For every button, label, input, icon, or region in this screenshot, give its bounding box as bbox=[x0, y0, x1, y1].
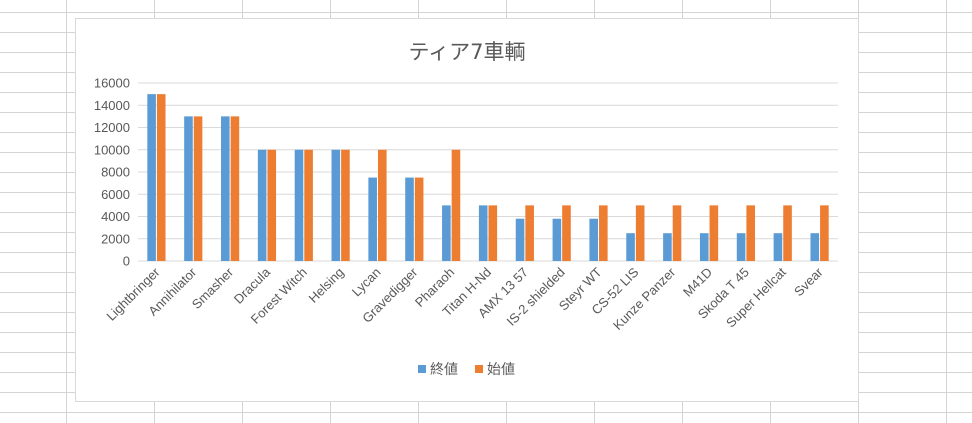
bar-close[interactable] bbox=[810, 233, 820, 261]
bar-open[interactable] bbox=[377, 149, 387, 261]
bar-open[interactable] bbox=[488, 205, 498, 261]
legend-label-open: 始値 bbox=[487, 362, 515, 378]
y-tick-label: 8000 bbox=[101, 165, 130, 180]
bar-open[interactable] bbox=[451, 149, 461, 261]
bar-close[interactable] bbox=[478, 205, 488, 261]
y-tick-label: 12000 bbox=[94, 120, 130, 135]
y-tick-label: 10000 bbox=[94, 142, 130, 157]
bars bbox=[147, 94, 829, 261]
y-tick-label: 4000 bbox=[101, 209, 130, 224]
bar-close[interactable] bbox=[773, 233, 783, 261]
y-axis: 0 2000 4000 6000 8000 10000 12000 14000 16000 bbox=[94, 76, 130, 269]
legend-swatch-close bbox=[418, 365, 426, 373]
x-tick-label: Lycan bbox=[349, 265, 384, 300]
bar-open[interactable] bbox=[156, 94, 166, 261]
x-tick-label: Smasher bbox=[189, 264, 237, 312]
bar-close[interactable] bbox=[405, 177, 414, 261]
bar-open[interactable] bbox=[599, 205, 608, 261]
gridlines bbox=[138, 82, 838, 262]
x-tick-label: Helsing bbox=[305, 265, 346, 306]
y-tick-label: 14000 bbox=[94, 98, 130, 113]
bar-close[interactable] bbox=[221, 116, 230, 261]
bar-open[interactable] bbox=[230, 116, 240, 261]
bar-open[interactable] bbox=[820, 205, 829, 261]
legend-label-close: 終値 bbox=[430, 362, 458, 378]
bar-open[interactable] bbox=[304, 149, 313, 261]
chart-title: ティア7車輌 bbox=[408, 40, 525, 64]
y-tick-label: 6000 bbox=[101, 187, 130, 202]
chart-area[interactable]: ティア7車輌 0 2000 4000 6000 8000 10000 12000 14000 1… bbox=[75, 18, 859, 402]
bar-open[interactable] bbox=[783, 205, 792, 261]
chart-svg: ティア7車輌 0 2000 4000 6000 8000 10000 12000 14000 1… bbox=[94, 40, 838, 378]
bar-open[interactable] bbox=[709, 205, 719, 261]
bar-close[interactable] bbox=[736, 233, 746, 261]
bar-open[interactable] bbox=[267, 149, 277, 261]
x-tick-label: Svear bbox=[791, 264, 826, 299]
bar-close[interactable] bbox=[442, 205, 451, 261]
bar-open[interactable] bbox=[672, 205, 682, 261]
x-tick-label: M41D bbox=[680, 265, 715, 300]
bar-close[interactable] bbox=[552, 218, 562, 261]
x-axis: LightbringerAnnihilatorSmasherDraculaFor… bbox=[103, 264, 826, 333]
y-tick-label: 2000 bbox=[101, 231, 130, 246]
bar-close[interactable] bbox=[331, 149, 341, 261]
bar-close[interactable] bbox=[147, 94, 156, 261]
bar-close[interactable] bbox=[184, 116, 193, 261]
bar-close[interactable] bbox=[589, 218, 599, 261]
y-tick-label: 0 bbox=[123, 254, 130, 269]
bar-close[interactable] bbox=[257, 149, 267, 261]
bar-open[interactable] bbox=[414, 177, 424, 261]
bar-close[interactable] bbox=[699, 233, 709, 261]
bar-close[interactable] bbox=[294, 149, 304, 261]
legend-swatch-open bbox=[475, 365, 483, 373]
bar-open[interactable] bbox=[193, 116, 203, 261]
bar-open[interactable] bbox=[635, 205, 645, 261]
bar-close[interactable] bbox=[515, 218, 525, 261]
bar-open[interactable] bbox=[746, 205, 755, 261]
bar-close[interactable] bbox=[368, 177, 377, 261]
legend[interactable]: 終値 始値 bbox=[418, 362, 515, 378]
bar-open[interactable] bbox=[562, 205, 571, 261]
y-tick-label: 16000 bbox=[94, 76, 130, 91]
bar-close[interactable] bbox=[663, 233, 672, 261]
bar-open[interactable] bbox=[341, 149, 350, 261]
bar-open[interactable] bbox=[525, 205, 534, 261]
bar-close[interactable] bbox=[626, 233, 635, 261]
